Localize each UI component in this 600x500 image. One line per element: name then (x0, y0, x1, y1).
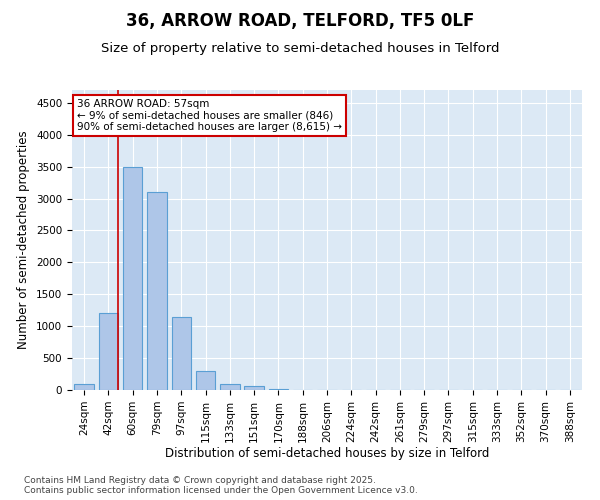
Text: 36, ARROW ROAD, TELFORD, TF5 0LF: 36, ARROW ROAD, TELFORD, TF5 0LF (126, 12, 474, 30)
Bar (99, 314, 118, 390)
Y-axis label: Number of semi-detached properties: Number of semi-detached properties (17, 130, 31, 350)
Text: Size of property relative to semi-detached houses in Telford: Size of property relative to semi-detach… (101, 42, 499, 55)
Bar (147, 192, 167, 390)
Text: 36 ARROW ROAD: 57sqm
← 9% of semi-detached houses are smaller (846)
90% of semi-: 36 ARROW ROAD: 57sqm ← 9% of semi-detach… (77, 99, 342, 132)
Bar (220, 384, 239, 390)
Bar (74, 384, 94, 390)
Bar (196, 371, 215, 390)
Bar (244, 386, 264, 390)
Bar (123, 166, 142, 390)
Bar (172, 316, 191, 390)
Text: Contains HM Land Registry data © Crown copyright and database right 2025.
Contai: Contains HM Land Registry data © Crown c… (24, 476, 418, 495)
X-axis label: Distribution of semi-detached houses by size in Telford: Distribution of semi-detached houses by … (165, 448, 489, 460)
